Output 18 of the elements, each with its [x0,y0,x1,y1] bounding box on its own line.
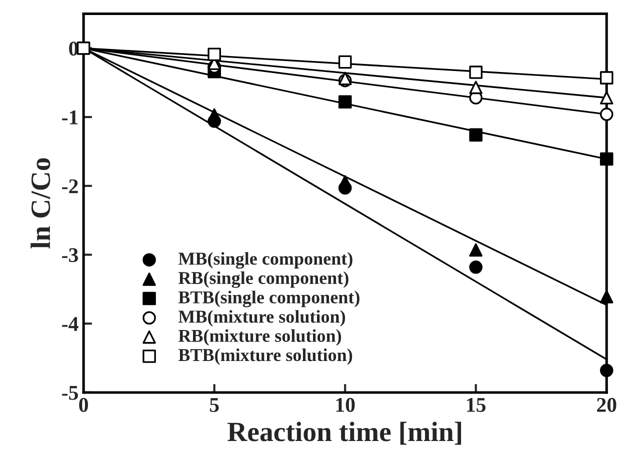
x-tick-label: 5 [210,398,219,412]
y-tick-label: -1 [62,110,78,124]
legend-label: RB(single component) [178,271,348,288]
legend-label: MB(single component) [178,252,352,269]
x-tick-label: 0 [79,398,88,412]
x-tick-label: 15 [467,398,486,412]
legend-label: MB(mixture solution) [178,310,346,326]
y-tick-label: -5 [62,386,78,400]
y-tick-label: -4 [62,317,78,331]
legend-label: BTB(single component) [178,290,360,308]
y-axis-title: ln C/Co [30,158,50,248]
x-axis-title: Reaction time [min] [228,422,462,445]
x-tick-label: 10 [336,398,355,412]
y-tick-label: -2 [62,179,78,194]
legend-label: RB(mixture solution) [178,329,342,346]
y-tick-label: -3 [62,248,78,262]
legend-label: BTB(mixture solution) [178,348,352,365]
x-tick-label: 20 [597,398,616,412]
